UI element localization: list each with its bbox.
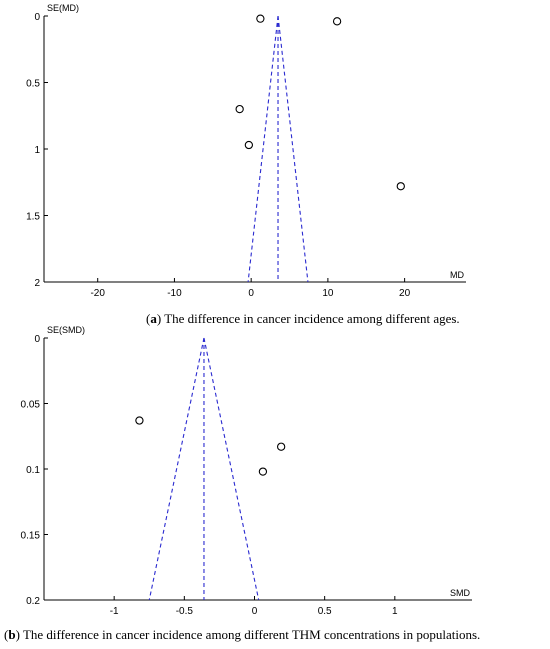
chart2-y-tick-label: 0.15 — [21, 531, 41, 542]
chart1-study-point — [332, 17, 342, 26]
chart2-funnel-left-limit — [148, 337, 205, 601]
chart2-y-axis-label: SE(SMD) — [47, 325, 85, 335]
chart1-study-point — [396, 182, 405, 191]
caption-a: (a) The difference in cancer incidence a… — [146, 311, 460, 326]
chart2-y-tick-label: 0.2 — [26, 596, 40, 607]
chart2-y-tick-label: 0 — [34, 334, 40, 345]
chart1-funnel-right-limit — [277, 15, 309, 283]
chart1-y-tick-label: 1.5 — [26, 212, 40, 223]
chart2-x-tick-label: 0 — [252, 606, 258, 617]
chart1-study-point — [256, 14, 265, 23]
chart1-funnel-left-limit — [247, 15, 279, 283]
chart1-study-point — [244, 140, 254, 150]
chart2-x-axis-label: SMD — [450, 588, 471, 598]
chart1-x-tick-label: 0 — [248, 288, 254, 299]
chart1-y-axis-label: SE(MD) — [47, 3, 79, 13]
chart2-study-point — [135, 416, 144, 425]
chart1-y-tick-label: 0 — [34, 12, 40, 23]
chart2-y-tick-label: 0.05 — [21, 400, 41, 411]
chart2-x-tick-label: -0.5 — [176, 606, 194, 617]
chart1-x-tick-label: -20 — [90, 288, 105, 299]
chart2-x-tick-label: -1 — [110, 606, 119, 617]
chart1-y-tick-label: 2 — [34, 278, 40, 289]
chart1-x-tick-label: 20 — [399, 288, 411, 299]
chart2-y-tick-label: 0.1 — [26, 465, 40, 476]
chart1-x-tick-label: -10 — [167, 288, 182, 299]
chart2-study-point — [258, 467, 268, 476]
chart2-funnel-right-limit — [203, 337, 260, 601]
chart2-x-tick-label: 0.5 — [318, 606, 332, 617]
chart1-study-point — [235, 104, 244, 114]
chart2-x-tick-label: 1 — [392, 606, 398, 617]
caption-b: (b) The difference in cancer incidence a… — [4, 627, 481, 642]
chart1-x-tick-label: 10 — [322, 288, 334, 299]
chart1-x-axis-label: MD — [450, 270, 464, 280]
chart1-y-tick-label: 0.5 — [26, 79, 40, 90]
chart1-y-tick-label: 1 — [34, 145, 40, 156]
chart2-study-point — [277, 442, 286, 451]
